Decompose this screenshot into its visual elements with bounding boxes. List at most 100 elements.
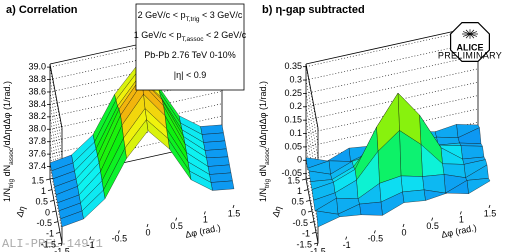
surface-cell (60, 210, 84, 228)
logo-frame (449, 21, 491, 63)
x-tick-label: 0.5 (426, 221, 439, 231)
axis-line (49, 63, 63, 129)
y-tick (57, 242, 63, 245)
y-tick-label: -1 (46, 229, 54, 239)
grid-line (305, 55, 479, 94)
surface-cell (434, 124, 459, 138)
y-tick (55, 231, 61, 234)
z-tick-label: 38.6 (28, 86, 46, 96)
y-tick-label: -1 (302, 229, 310, 239)
z-tick-label: 0.3 (289, 74, 302, 84)
z-tick-label: 38.4 (28, 99, 46, 109)
y-tick-label: 1 (41, 186, 46, 196)
x-tick-label: 0.5 (170, 221, 183, 231)
z-axis-title-part: /dΔηdΔφ (1/rad.) (258, 81, 268, 148)
grid-line (305, 79, 319, 145)
y-tick (303, 189, 309, 192)
z-axis-title-part: 1/N (2, 188, 12, 202)
y-tick-label: -0.5 (36, 218, 52, 228)
y-tick (47, 189, 53, 192)
z-tick-label: 0.1 (289, 128, 302, 138)
grid-line (49, 166, 63, 231)
legend-line-part: Pb-Pb 2.76 TeV 0-10% (144, 50, 235, 60)
grid-line (305, 93, 319, 158)
y-axis-title: Δη (14, 205, 27, 219)
grid-line (305, 173, 319, 238)
x-tick (345, 236, 348, 240)
legend-line-part: < 3 GeV/c (200, 10, 243, 20)
x-tick-label: -0.5 (112, 234, 128, 244)
surface-cell (400, 175, 425, 193)
z-axis-title-part: dN (258, 165, 268, 179)
x-tick (146, 223, 149, 228)
z-axis-title-part: assoc (264, 147, 271, 165)
logo-status: PRELIMINARY (438, 50, 502, 60)
z-axis-title: 1/Ntrig dNassoc/dΔηdΔφ (1/rad.) (258, 81, 271, 202)
grid-line (305, 68, 479, 108)
x-tick-label: 1 (203, 215, 208, 225)
z-tick-label: 37.6 (28, 149, 46, 159)
x-tick-label: -1.5 (54, 246, 70, 252)
y-tick (313, 242, 319, 245)
y-tick-label: 0 (45, 207, 50, 217)
x-tick (203, 211, 206, 215)
legend-line-part: T,assoc (181, 36, 204, 43)
x-tick (459, 211, 462, 215)
y-tick-label: -1.5 (40, 239, 56, 249)
y-tick (45, 178, 51, 181)
legend-line: 1 GeV/c < pT,assoc < 2 GeV/c (134, 30, 247, 43)
logo-ray (462, 31, 478, 37)
y-tick (311, 231, 317, 234)
z-tick-label: 0.05 (284, 141, 302, 151)
x-axis-title: Δφ (rad.) (440, 223, 477, 240)
chart-title: b) η-gap subtracted (262, 4, 365, 16)
surface-cell (210, 180, 235, 191)
grid-line (49, 67, 63, 132)
z-tick-label: 0.25 (284, 88, 302, 98)
y-tick (301, 178, 307, 181)
surface-cell (466, 178, 491, 194)
surface-cell (359, 201, 383, 216)
legend-line: Pb-Pb 2.76 TeV 0-10% (144, 50, 235, 60)
z-tick-label: 38.8 (28, 74, 46, 84)
x-tick (488, 204, 491, 209)
x-tick (117, 230, 120, 234)
z-axis-title-part: assoc (8, 147, 15, 165)
axis-line (305, 63, 319, 129)
z-axis-title: 1/Ntrig dNassoc/dΔηdΔφ (1/rad.) (2, 81, 15, 202)
legend-box (135, 3, 245, 91)
footer: ALI-PREL-14971 (2, 237, 103, 251)
y-axis-title: Δη (270, 205, 283, 219)
grid-line (49, 91, 63, 157)
x-tick-label: -1 (343, 240, 351, 250)
z-tick-label: 37.8 (28, 136, 46, 146)
legend-line-part: T,trig (185, 16, 199, 23)
z-tick-label: 39.0 (28, 61, 46, 71)
legend-line-part: |η| < 0.9 (174, 70, 206, 80)
z-tick-label: 0.35 (284, 61, 302, 71)
z-tick-label: 0.15 (284, 115, 302, 125)
surface-cell (204, 148, 229, 159)
y-tick-label: 0.5 (35, 197, 48, 207)
x-tick (89, 236, 92, 240)
x-tick-label: -1 (87, 240, 95, 250)
y-tick (51, 210, 57, 213)
z-axis-title-part: dN (2, 165, 12, 179)
x-tick (373, 230, 376, 234)
legend-line-part: 1 GeV/c < p (134, 30, 182, 40)
legend-line: 2 GeV/c < pT,trig < 3 GeV/c (138, 10, 243, 23)
legend-line-part: < 2 GeV/c (204, 30, 247, 40)
y-tick (305, 199, 311, 202)
surface-cell (460, 145, 485, 160)
z-tick-label: 37.4 (28, 161, 46, 171)
y-tick-label: -0.5 (292, 218, 308, 228)
y-tick-label: -1.5 (296, 239, 312, 249)
x-tick (232, 204, 235, 209)
z-tick-label: -0.05 (281, 168, 302, 178)
x-tick (402, 223, 405, 228)
axis-line (305, 25, 479, 65)
grid-line (305, 66, 319, 131)
x-tick (316, 242, 319, 247)
grid-line (49, 79, 63, 144)
